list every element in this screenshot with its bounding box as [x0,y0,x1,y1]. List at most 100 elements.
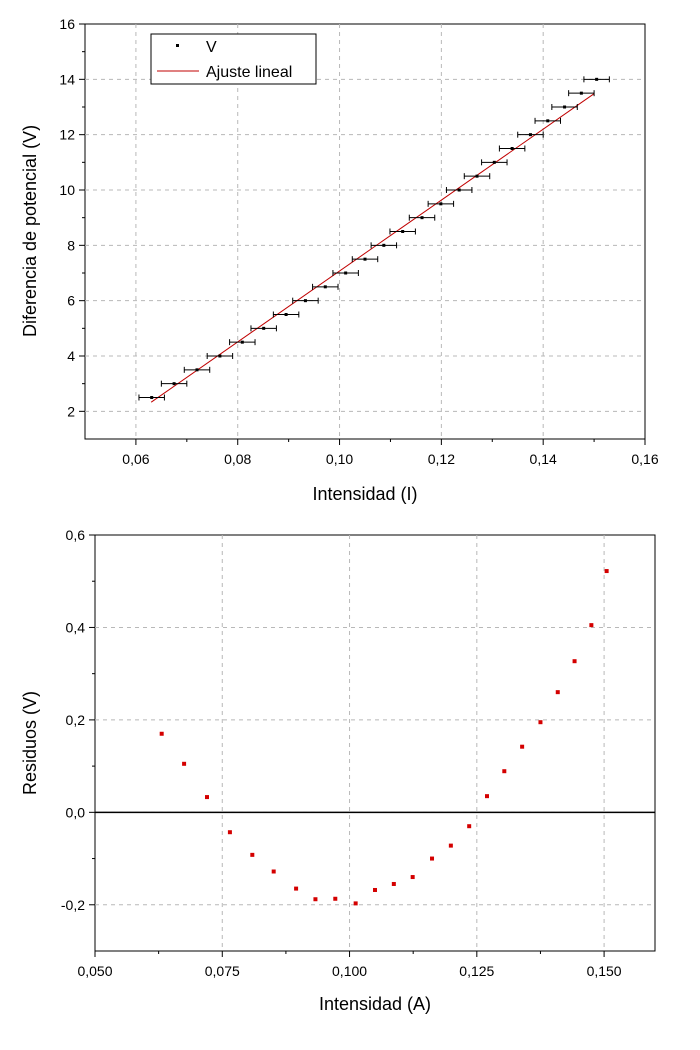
point-marker [528,133,532,137]
x-tick-label: 0,16 [631,451,658,467]
x-axis-title-top: Intensidad (I) [312,484,417,504]
point-marker [401,230,405,233]
residual-point [572,659,577,664]
point-marker [439,202,443,206]
x-tick-label: 0,050 [77,963,112,979]
data-point [551,104,578,110]
point-marker [218,354,222,358]
residual-point [430,856,435,861]
point-marker [595,77,599,81]
plot-frame-bottom [94,534,656,952]
grid-top [85,24,645,439]
data-point [183,366,211,373]
y-tick-label: 2 [67,403,75,419]
point-marker [150,396,154,399]
residual-point [391,881,396,886]
y-tick-label: 16 [59,16,75,32]
point-marker [323,285,327,289]
legend-box [150,33,317,85]
y-tick-label: 0,0 [66,804,86,820]
point-marker [303,299,307,303]
y-tick-label: 4 [67,348,75,364]
data-point [312,283,339,290]
x-axis-title-bottom: Intensidad (A) [319,994,431,1014]
fit-line [150,93,595,403]
residual-point [538,720,543,725]
residual-point [294,886,299,891]
data-point [229,339,256,346]
point-marker [579,91,583,95]
legend: V Ajuste lineal [150,33,317,85]
y-tick-label: 6 [67,293,75,309]
residual-point [410,875,415,880]
x-tick-label: 0,150 [587,963,622,979]
y-tick-label: 14 [59,71,75,87]
data-point [568,90,595,97]
residual-point [485,794,489,799]
y-tick-label: 12 [59,127,75,143]
data-point [160,380,188,387]
data-point [206,353,234,359]
x-tick-label: 0,08 [224,451,251,467]
residual-point [271,869,276,874]
point-marker [195,368,199,372]
data-point [332,270,359,276]
y-tick-label: 0,4 [66,619,86,635]
residual-point [604,569,609,574]
x-ticks-top: 0,06 0,08 0,10 0,12 0,14 0,16 [122,439,659,467]
plot-frame-top [84,23,646,440]
y-tick-label: 10 [59,182,75,198]
residual-point [159,731,164,736]
x-ticks-bottom: 0,050 0,075 0,100 0,125 0,150 [77,951,622,979]
point-marker [262,326,266,330]
residual-point [313,897,318,902]
residual-point [373,887,377,892]
y-tick-label: 0,2 [66,712,86,728]
point-marker [457,188,461,192]
data-point [445,187,473,193]
data-point [517,131,544,138]
data-point [427,200,455,207]
y-axis-title-bottom: Residuos (V) [20,691,40,795]
residual-point [520,744,525,749]
data-point [138,394,165,401]
residual-point [205,795,209,800]
data-point [408,214,436,221]
x-tick-label: 0,10 [326,451,353,467]
y-axis-title-top: Diferencia de potencial (V) [20,125,40,337]
x-tick-label: 0,075 [205,963,240,979]
chart-top: 0,06 0,08 0,10 0,12 0,14 0,16 2 4 6 8 10 12 14 16 In… [20,16,659,504]
point-marker [382,243,386,247]
data-point [370,242,398,249]
data-point [351,256,379,263]
fit-line-group [150,93,595,403]
legend-label-v: V [206,39,217,56]
data-point [292,297,319,304]
legend-label-fit: Ajuste lineal [206,64,292,81]
data-point [583,76,610,83]
point-marker [420,216,424,220]
x-tick-label: 0,12 [428,451,455,467]
x-tick-label: 0,06 [122,451,149,467]
data-point [250,325,277,332]
residual-point [250,852,255,857]
point-marker [284,313,288,316]
residual-point [182,761,187,766]
y-ticks-top: 2 4 6 8 10 12 14 16 [59,16,85,419]
point-marker [240,340,244,344]
residual-point [448,843,453,848]
point-marker [546,119,550,123]
legend-marker-v [176,44,179,47]
y-ticks-bottom: -0,2 0,0 0,2 0,4 0,6 [61,527,95,913]
point-marker [344,271,348,275]
y-tick-label: -0,2 [61,897,85,913]
data-points-bottom [159,569,609,906]
data-points-top [138,76,610,401]
chart-bottom: 0,050 0,075 0,100 0,125 0,150 -0,2 0,0 0,2 0,4 0… [20,527,656,1014]
point-marker [363,257,367,261]
x-tick-label: 0,14 [530,451,557,467]
data-point [481,159,508,166]
point-marker [172,382,176,386]
residual-point [333,896,338,901]
